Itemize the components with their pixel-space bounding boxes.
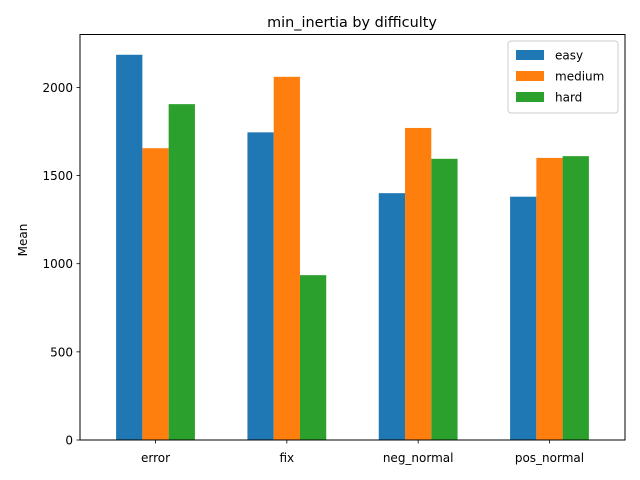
y-tick-label: 0 <box>65 434 73 448</box>
bar-hard-pos_normal <box>562 156 589 440</box>
bar-medium-error <box>142 148 169 440</box>
bar-hard-fix <box>299 275 327 440</box>
y-tick-label: 1500 <box>42 169 73 183</box>
legend: easy medium hard <box>507 40 619 114</box>
bar-easy-error <box>116 54 143 441</box>
legend-swatch-hard <box>516 92 544 102</box>
legend-label-hard: hard <box>555 91 582 105</box>
bar-medium-pos_normal <box>536 157 563 441</box>
y-tick-label: 1000 <box>42 257 73 271</box>
x-tick-label: pos_normal <box>515 451 584 465</box>
legend-label-easy: easy <box>555 49 583 63</box>
plot-frame <box>79 34 626 441</box>
legend-label-medium: medium <box>555 70 604 84</box>
x-ticks-group: error fix neg_normal pos_normal <box>141 440 584 465</box>
bars-group <box>116 54 589 441</box>
y-axis-label: Mean <box>16 224 30 257</box>
x-tick-label: error <box>141 451 170 465</box>
bar-easy-pos_normal <box>510 196 537 440</box>
bar-medium-fix <box>273 76 300 440</box>
legend-swatch-medium <box>516 71 544 81</box>
legend-swatch-easy <box>516 50 544 60</box>
y-ticks-group: 0 500 1000 1500 2000 <box>42 81 80 448</box>
bar-easy-fix <box>247 132 274 440</box>
bar-hard-neg_normal <box>431 158 458 441</box>
bar-easy-neg_normal <box>378 193 406 440</box>
x-tick-label: fix <box>280 451 295 465</box>
bar-hard-error <box>168 104 195 440</box>
x-tick-label: neg_normal <box>383 451 454 465</box>
y-tick-label: 2000 <box>42 81 73 95</box>
y-tick-label: 500 <box>50 345 73 359</box>
bar-medium-neg_normal <box>405 127 432 440</box>
chart-title: min_inertia by difficulty <box>267 15 437 31</box>
